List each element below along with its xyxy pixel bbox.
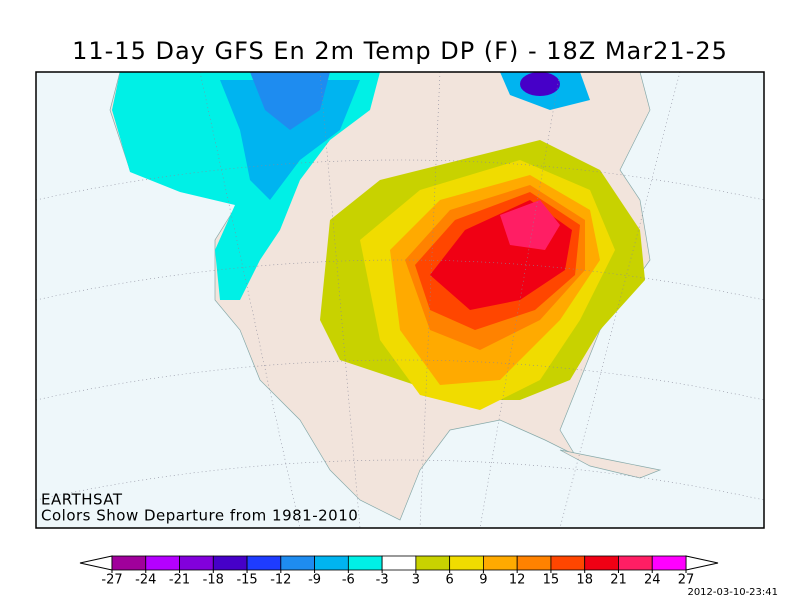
note: Colors Show Departure from 1981-2010 [41, 507, 358, 525]
colorbar-label: 3 [412, 573, 420, 588]
colorbar-label: -9 [308, 573, 321, 588]
colorbar-box [651, 555, 687, 571]
colorbar-label: -27 [101, 573, 122, 588]
colorbar-box [111, 555, 147, 571]
colorbar-box [516, 555, 552, 571]
colorbar-label: 24 [644, 573, 661, 588]
colorbar-box [145, 555, 180, 571]
colorbar-label: -15 [236, 573, 257, 588]
colorbar-label: 15 [543, 573, 560, 588]
map-frame [35, 71, 765, 529]
timestamp: 2012-03-10-23:41 [687, 587, 778, 598]
colorbar-label: 6 [446, 573, 454, 588]
colorbar-box [314, 555, 349, 571]
colorbar-box [280, 555, 315, 571]
warm-area [500, 200, 560, 250]
colorbar-label: -12 [270, 573, 291, 588]
credit: EARTHSAT [41, 491, 123, 509]
colorbar-label: -18 [203, 573, 224, 588]
colorbar-label: 9 [479, 573, 487, 588]
title: 11-15 Day GFS En 2m Temp DP (F) - 18Z Ma… [72, 37, 728, 65]
colorbar-label: 27 [678, 573, 695, 588]
colorbar-box [212, 555, 248, 571]
graticule [36, 72, 764, 528]
colorbar-label: -6 [342, 573, 355, 588]
colorbar-box [483, 555, 518, 571]
colorbar-box [347, 555, 383, 571]
colorbar-label: -24 [135, 573, 156, 588]
colorbar-box [550, 555, 586, 571]
colorbar: -27 -24 -21 -18 -15 -12 -9 -6 -3 3 6 9 12 15 18 21 24 27 [79, 555, 719, 588]
colorbar-box [618, 555, 653, 571]
colorbar-label: -21 [169, 573, 190, 588]
cold-area [250, 72, 330, 130]
colorbar-box [415, 555, 451, 571]
map: EARTHSAT Colors Show Departure from 1981… [35, 71, 765, 529]
colorbar-box [449, 555, 484, 571]
island [559, 449, 662, 479]
colorbar-arrow [685, 555, 719, 571]
colorbar-label: 12 [509, 573, 526, 588]
colorbar-label: 18 [576, 573, 593, 588]
cold-area [520, 72, 560, 96]
colorbar-box [246, 555, 282, 571]
colorbar-box [584, 555, 619, 571]
cold-area [220, 80, 360, 200]
colorbar-arrow [79, 555, 113, 571]
colorbar-box [179, 555, 214, 571]
colorbar-box [381, 555, 417, 571]
colorbar-label: -3 [376, 573, 389, 588]
colorbar-label: 21 [610, 573, 627, 588]
